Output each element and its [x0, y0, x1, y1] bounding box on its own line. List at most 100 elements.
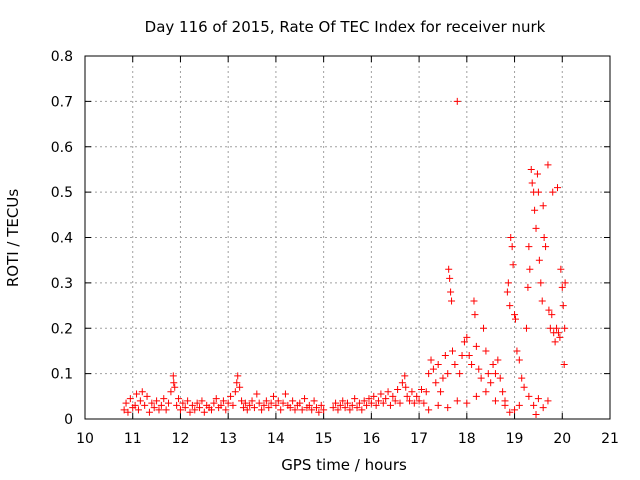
data-point [413, 392, 421, 400]
data-point [451, 361, 459, 369]
data-point [145, 408, 153, 416]
data-point [272, 401, 280, 409]
data-point [420, 399, 428, 407]
y-axis: 0 0.1 0.2 0.3 0.4 0.5 0.6 0.7 0.8 [51, 49, 610, 428]
data-point [470, 297, 478, 305]
x-tick-label: 13 [219, 431, 237, 447]
data-point [133, 390, 141, 398]
data-point [120, 406, 128, 414]
data-point [472, 342, 480, 350]
data-point [515, 356, 523, 364]
data-point [198, 397, 206, 405]
data-point [241, 399, 249, 407]
data-point [222, 406, 230, 414]
data-point [334, 406, 342, 414]
data-point [434, 361, 442, 369]
x-tick-label: 10 [76, 431, 94, 447]
data-point [148, 399, 156, 407]
data-point [558, 283, 566, 291]
data-point [336, 401, 344, 409]
data-point [160, 395, 168, 403]
data-point [379, 399, 387, 407]
data-point [487, 379, 495, 387]
data-point [351, 395, 359, 403]
data-point [534, 395, 542, 403]
data-point [344, 399, 351, 407]
data-point [210, 399, 218, 407]
data-point [471, 311, 479, 319]
data-point [439, 374, 447, 382]
data-point [126, 395, 134, 403]
data-point [250, 404, 258, 412]
data-point [186, 408, 194, 416]
data-point [315, 408, 323, 416]
x-tick-label: 15 [315, 431, 333, 447]
data-point [560, 361, 568, 369]
data-point [155, 406, 163, 414]
data-point [447, 288, 455, 296]
data-point [499, 388, 507, 396]
data-point [484, 370, 492, 378]
y-tick-label: 0 [64, 412, 73, 428]
data-point [403, 392, 411, 400]
data-point [475, 365, 483, 373]
data-point [332, 399, 340, 407]
data-point [167, 388, 175, 396]
data-point [553, 324, 561, 332]
data-point [445, 265, 453, 273]
data-point [506, 302, 514, 310]
data-point [265, 404, 273, 412]
data-point [353, 404, 361, 412]
data-point [542, 243, 550, 251]
data-point [453, 97, 461, 105]
data-point [508, 243, 516, 251]
x-tick-label: 17 [410, 431, 428, 447]
data-point [233, 379, 241, 387]
data-point [136, 397, 144, 405]
data-point [217, 401, 225, 409]
data-point [389, 392, 397, 400]
data-point [248, 397, 256, 405]
data-point [255, 399, 263, 407]
data-point [179, 399, 187, 407]
x-axis: 10 11 12 13 14 15 16 17 18 19 20 21 [76, 56, 619, 447]
data-point [401, 372, 409, 380]
data-point [375, 397, 383, 405]
data-point [308, 406, 316, 414]
data-point [141, 401, 149, 409]
data-point [184, 397, 192, 405]
data-point [171, 383, 179, 391]
data-point [372, 401, 380, 409]
data-point [545, 306, 553, 314]
data-point [432, 379, 440, 387]
data-point [317, 401, 325, 409]
data-point [176, 406, 184, 414]
data-point [491, 397, 499, 405]
data-point [253, 390, 261, 398]
data-point [441, 351, 449, 359]
data-point [402, 383, 410, 391]
data-point [429, 365, 437, 373]
data-point [525, 392, 533, 400]
data-point [370, 392, 378, 400]
data-point [556, 333, 564, 341]
data-point [138, 388, 146, 396]
data-point [532, 410, 540, 418]
data-point [446, 274, 454, 282]
data-point [527, 165, 535, 173]
data-point [200, 408, 208, 416]
data-point [279, 399, 287, 407]
data-point [260, 401, 268, 409]
data-point [458, 351, 466, 359]
data-point [193, 399, 201, 407]
data-point [277, 406, 285, 414]
data-point [143, 392, 151, 400]
data-point [305, 401, 313, 409]
data-point [408, 388, 416, 396]
data-point [472, 392, 480, 400]
data-point [511, 406, 519, 414]
data-point [358, 406, 366, 414]
data-point [367, 399, 375, 407]
data-point [394, 386, 402, 394]
